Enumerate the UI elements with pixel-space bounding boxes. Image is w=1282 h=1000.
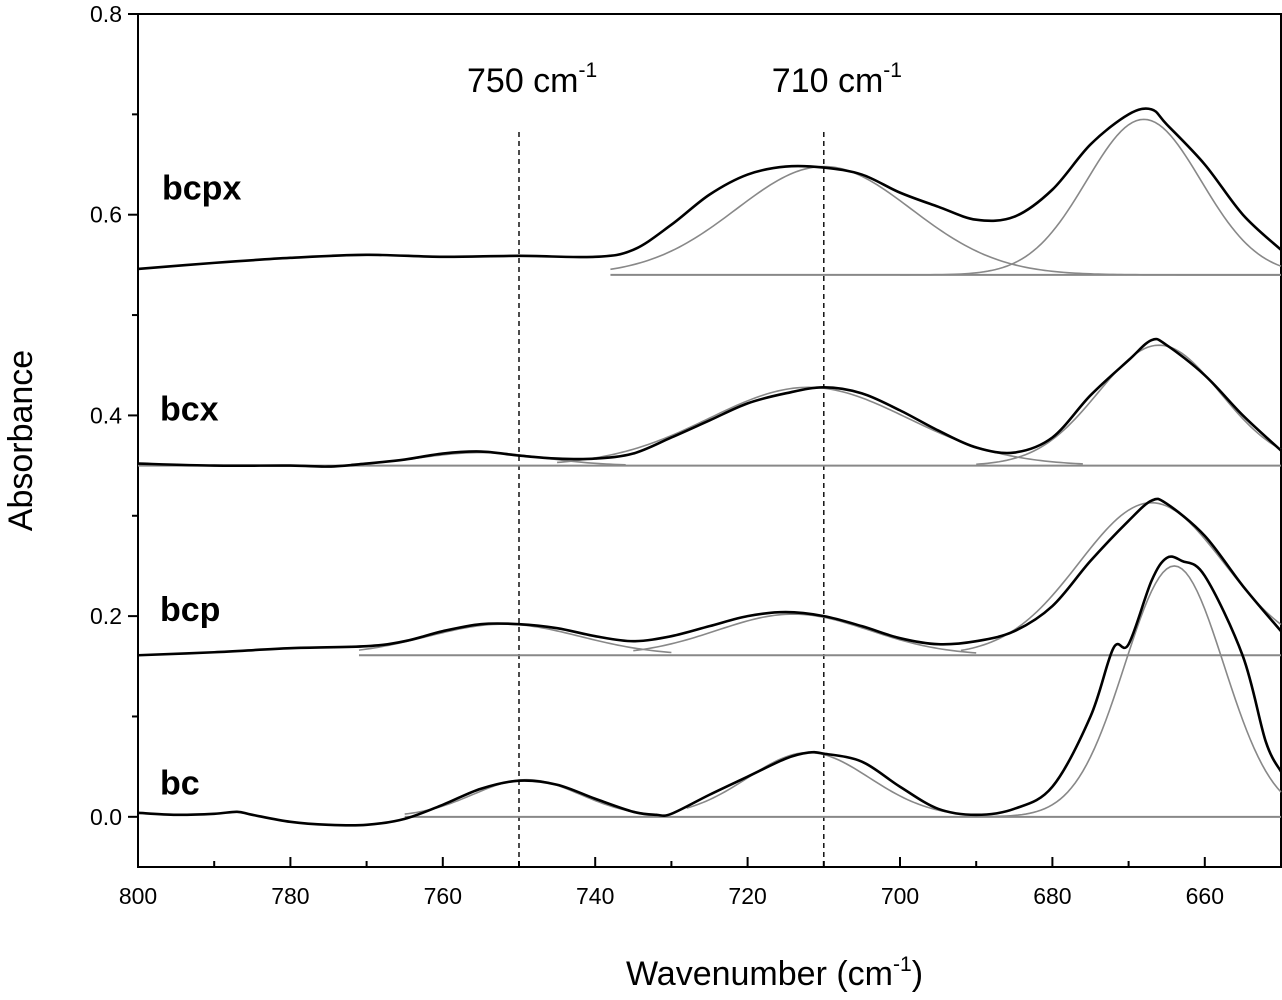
y-axis-title: Absorbance (2, 350, 40, 531)
fit-curve-bcp (960, 501, 1282, 652)
x-tick-label: 760 (424, 883, 462, 909)
fit-curve-bc (686, 751, 946, 813)
x-tick-label: 700 (881, 883, 919, 909)
spectrum-bcp (137, 497, 1282, 657)
text-labels: Wavenumber (cm-1) Absorbance 750 cm-1 710 c… (2, 59, 923, 993)
baselines (138, 273, 1281, 818)
x-tick-label: 740 (576, 883, 614, 909)
fit-curve-bc (404, 778, 649, 815)
fit-curve-bcpx (610, 165, 1281, 276)
annotation-label: 710 cm-1 (772, 59, 902, 100)
x-tick-label: 720 (728, 883, 766, 909)
spectrum-bcx (137, 337, 1282, 468)
series-label-bc: bc (160, 765, 200, 803)
y-tick-label: 0.8 (90, 1, 122, 27)
y-tick-label: 0.4 (90, 402, 122, 428)
reference-lines (518, 132, 825, 867)
fit-curves (351, 118, 1282, 818)
fit-curve-bcp (633, 613, 977, 654)
x-axis-title: Wavenumber (cm-1) (626, 953, 923, 993)
spectrum-bc (137, 555, 1282, 827)
series-label-bcx: bcx (160, 390, 219, 428)
fit-curve-bcx (976, 344, 1282, 466)
measured-spectra (137, 107, 1282, 827)
x-tick-label: 660 (1186, 883, 1224, 909)
plot-frame (137, 13, 1282, 868)
x-tick-label: 680 (1033, 883, 1071, 909)
y-tick-label: 0.0 (90, 804, 122, 830)
spectrum-bcpx (137, 107, 1282, 271)
series-label-bcp: bcp (160, 591, 220, 629)
x-tick-label: 800 (119, 883, 157, 909)
series-label-bcpx: bcpx (162, 170, 241, 208)
fit-curve-bc (976, 565, 1282, 818)
axis-ticks: 800 780 760 740 720 700 680 660 0.0 0.2 0.4 0.6 0.8 (90, 1, 1224, 909)
y-tick-label: 0.6 (90, 202, 122, 228)
y-tick-label: 0.2 (90, 603, 122, 629)
fit-curve-bcpx (899, 118, 1282, 276)
fit-curve-bcp (358, 623, 672, 654)
x-tick-label: 780 (271, 883, 309, 909)
annotation-label: 750 cm-1 (467, 59, 597, 100)
